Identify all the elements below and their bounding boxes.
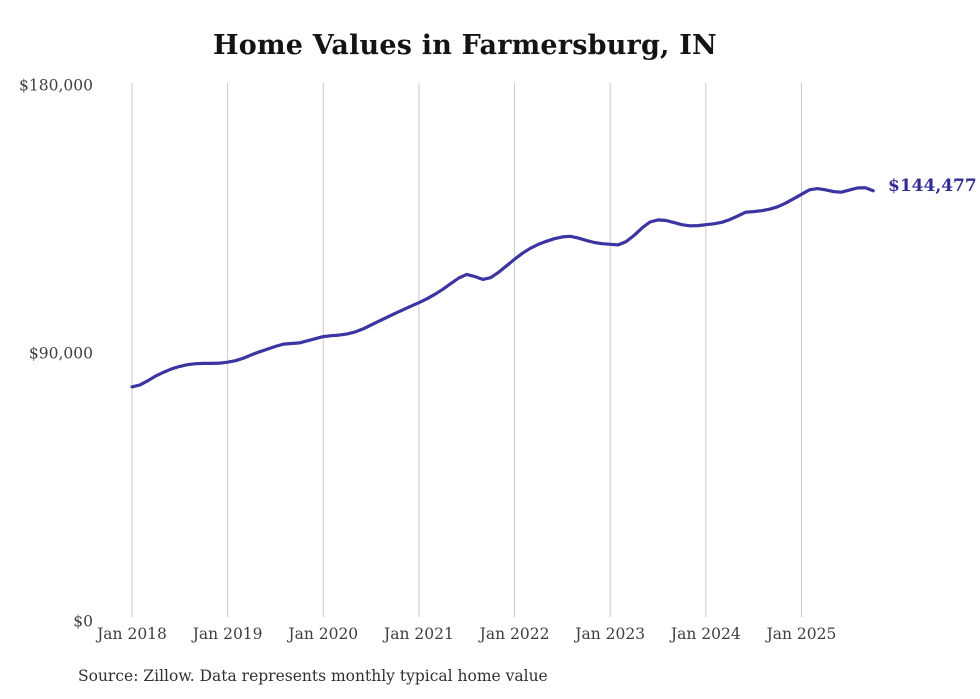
chart-title: Home Values in Farmersburg, IN — [213, 30, 717, 61]
x-tick-label: Jan 2018 — [95, 625, 167, 643]
current-value-label: $144,477 — [888, 176, 977, 196]
y-tick-label: $0 — [73, 613, 93, 631]
y-tick-label: $90,000 — [29, 345, 93, 363]
home-value-series-line — [130, 186, 875, 389]
x-tick-label: Jan 2025 — [765, 625, 837, 643]
x-tick-label: Jan 2024 — [669, 625, 741, 643]
y-tick-label: $180,000 — [19, 77, 93, 95]
x-tick-label: Jan 2021 — [382, 625, 454, 643]
x-tick-label: Jan 2023 — [573, 625, 645, 643]
x-tick-label: Jan 2022 — [478, 625, 550, 643]
source-note: Source: Zillow. Data represents monthly … — [78, 667, 548, 685]
page-title: Home Values in Farmersburg, IN — [0, 30, 930, 61]
x-tick-label: Jan 2019 — [191, 625, 263, 643]
x-tick-label: Jan 2020 — [286, 625, 358, 643]
